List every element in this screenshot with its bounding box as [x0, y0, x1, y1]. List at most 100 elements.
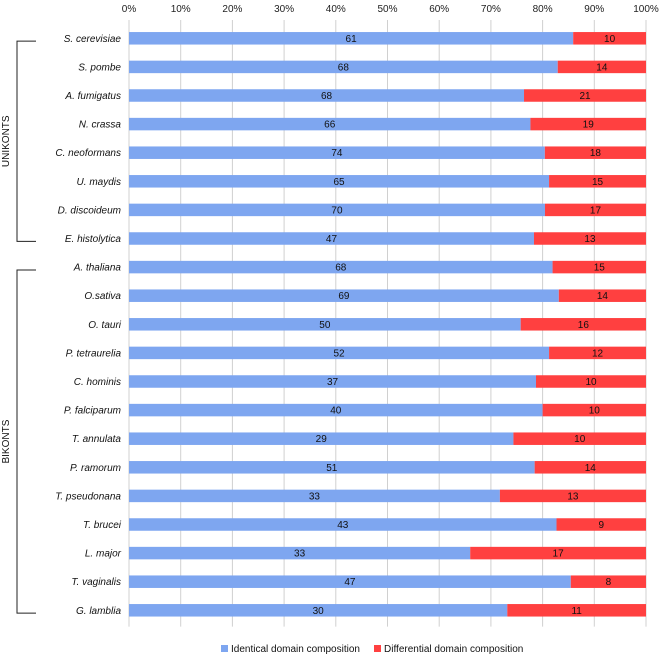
data-label: 40 [330, 406, 342, 417]
bar-differential [520, 318, 646, 331]
bar-identical [129, 260, 553, 274]
bar-differential [524, 89, 646, 102]
bar-identical [129, 203, 545, 217]
bar-differential [530, 117, 646, 131]
category-label: S. pombe [78, 62, 121, 73]
bar-differential [573, 32, 646, 45]
x-tick-label: 10% [171, 4, 191, 15]
category-label: L. major [85, 549, 122, 560]
data-label: 19 [583, 120, 595, 131]
data-label: 18 [590, 148, 602, 159]
data-label: 12 [592, 348, 604, 359]
category-label: A. fumigatus [64, 91, 121, 102]
category-label: O. tauri [88, 320, 122, 331]
bar-identical [129, 318, 521, 331]
data-label: 69 [338, 291, 350, 302]
data-label: 74 [331, 148, 343, 159]
bar-identical [129, 432, 514, 445]
category-label: S. cerevisiae [64, 34, 122, 45]
category-label: O.sativa [84, 291, 121, 302]
category-label: G. lamblia [76, 606, 121, 617]
data-label: 17 [590, 205, 602, 216]
bar-identical [129, 575, 571, 588]
category-label: U. maydis [77, 177, 121, 188]
data-label: 65 [333, 177, 345, 188]
category-label: E. histolytica [65, 234, 122, 245]
group-label: BIKONTS [1, 419, 12, 463]
bar-differential [470, 546, 646, 560]
data-label: 43 [337, 520, 349, 531]
bar-differential [544, 146, 646, 159]
data-label: 66 [324, 120, 336, 131]
data-label: 15 [592, 177, 604, 188]
data-label: 13 [567, 491, 579, 502]
group-bracket [16, 40, 36, 242]
x-tick-label: 50% [377, 4, 397, 15]
data-label: 68 [321, 91, 333, 102]
bar-differential [549, 346, 646, 360]
data-label: 61 [346, 34, 358, 45]
category-labels: S. cerevisiae S. pombe A. fumigatus N. cras… [55, 34, 122, 617]
data-label: 13 [584, 234, 596, 245]
legend-label: Differential domain composition [384, 644, 523, 655]
category-label: T. pseudonana [55, 491, 121, 502]
category-label: N. crassa [79, 120, 122, 131]
data-label: 8 [606, 577, 612, 588]
group-label: UNIKONTS [1, 115, 12, 167]
bar-identical [129, 604, 508, 617]
data-label: 14 [585, 463, 597, 474]
legend-swatch [374, 645, 381, 652]
category-label: T. annulata [72, 434, 122, 445]
x-tick-label: 20% [222, 4, 242, 15]
x-tick-label: 80% [533, 4, 553, 15]
legend-label: Identical domain composition [231, 644, 360, 655]
bar-identical [129, 175, 550, 188]
bar-identical [129, 146, 545, 159]
bar-differential [549, 175, 646, 188]
bar-identical [129, 518, 557, 531]
data-label: 30 [313, 606, 325, 617]
category-label: C. neoformans [55, 148, 121, 159]
bar-differential [556, 518, 646, 531]
x-axis-ticks: 0% 10% 20% 30% 40% 50% 60% 70% 80% 90% 100% [122, 4, 659, 15]
bar-identical [129, 89, 525, 102]
data-label: 37 [327, 377, 339, 388]
category-label: T. vaginalis [71, 577, 121, 588]
category-label: A. thaliana [73, 263, 122, 274]
bar-differential [557, 60, 646, 74]
data-label: 15 [594, 263, 606, 274]
data-label: 10 [589, 406, 601, 417]
data-label: 10 [585, 377, 597, 388]
data-label: 14 [596, 62, 608, 73]
data-label: 10 [604, 34, 616, 45]
data-label: 21 [579, 91, 591, 102]
bar-differential [570, 575, 646, 588]
category-label: T. brucei [83, 520, 122, 531]
bar-differential [533, 232, 646, 245]
data-label: 51 [326, 463, 338, 474]
category-label: P. falciparum [64, 406, 121, 417]
data-label: 47 [326, 234, 338, 245]
bar-differential [544, 203, 646, 217]
data-label: 47 [344, 577, 356, 588]
data-label: 50 [319, 320, 331, 331]
data-label: 52 [333, 348, 345, 359]
x-tick-label: 30% [274, 4, 294, 15]
category-label: D. discoideum [58, 205, 121, 216]
x-tick-label: 60% [429, 4, 449, 15]
data-label: 68 [338, 62, 350, 73]
bar-identical [129, 461, 535, 474]
data-label: 68 [335, 263, 347, 274]
data-label: 16 [578, 320, 590, 331]
data-label: 33 [309, 491, 321, 502]
legend: Identical domain composition Differential… [221, 644, 523, 655]
group-bracket [16, 269, 36, 614]
bar-identical [129, 375, 536, 388]
bar-identical [129, 289, 559, 302]
bar-identical [129, 489, 500, 503]
category-label: C. hominis [74, 377, 121, 388]
bar-differential [558, 289, 646, 302]
data-label: 9 [598, 520, 604, 531]
category-label: P. tetraurelia [66, 348, 122, 359]
